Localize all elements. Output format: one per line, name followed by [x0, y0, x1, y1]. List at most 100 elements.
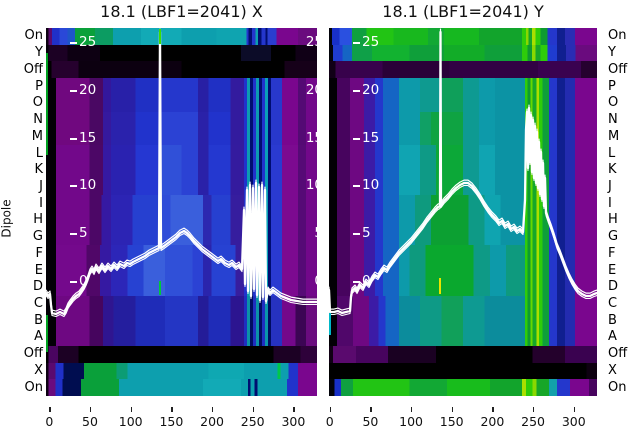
- ytick-label-inner: 20: [362, 81, 380, 98]
- row-label: Off: [23, 61, 43, 77]
- row-label: D: [608, 279, 619, 295]
- xtick-mark: [49, 407, 51, 412]
- heatmap-row: [46, 329, 317, 347]
- xtick-label: 150: [159, 414, 184, 429]
- heatmap-row: [329, 312, 597, 330]
- row-label: Off: [23, 346, 43, 362]
- ytick-label-inner: 20: [79, 81, 97, 98]
- row-label: G: [32, 229, 43, 245]
- edge-green-segment: [46, 315, 48, 352]
- row-label: N: [608, 112, 618, 127]
- ytick-label-right: 25: [305, 34, 317, 50]
- ytick-dash: [353, 233, 360, 236]
- row-label: G: [608, 229, 619, 245]
- green-dash-mark: [159, 29, 161, 44]
- ytick-label-right: 5: [314, 225, 317, 242]
- row-label: X: [608, 362, 617, 378]
- row-label: X: [34, 362, 43, 378]
- xtick-label: 0: [45, 414, 54, 429]
- row-label: B: [34, 312, 43, 328]
- ytick-label-right: 15: [305, 129, 317, 146]
- row-label: O: [608, 95, 619, 111]
- heatmap-row: [46, 61, 317, 79]
- xtick-mark: [329, 407, 331, 412]
- ytick-dash: [353, 137, 360, 140]
- row-label: I: [608, 195, 612, 211]
- xtick-label: 150: [439, 414, 464, 429]
- heatmap-row: [46, 312, 317, 330]
- ytick-label-inner: 0: [79, 273, 88, 289]
- row-label: On: [24, 28, 43, 44]
- row-label: C: [608, 296, 618, 311]
- xtick-mark: [573, 407, 576, 412]
- row-label: F: [35, 245, 43, 261]
- yellow-dash-mark: [438, 278, 441, 294]
- ytick-dash: [353, 89, 360, 92]
- ytick-dash: [70, 137, 77, 140]
- row-label: J: [608, 178, 612, 194]
- row-label: P: [35, 78, 43, 94]
- xtick-mark: [171, 407, 173, 412]
- edge-green-segment: [46, 53, 48, 155]
- row-label: O: [32, 95, 43, 111]
- row-label: J: [39, 178, 43, 194]
- row-label: C: [33, 296, 43, 311]
- row-label: H: [608, 212, 618, 228]
- xtick-label: 250: [240, 414, 265, 429]
- ytick-label-inner: 15: [362, 129, 380, 146]
- xtick-label: 50: [82, 414, 98, 429]
- row-label: On: [608, 379, 627, 395]
- row-label: E: [608, 262, 617, 278]
- heatmap-row: [46, 295, 317, 314]
- heatmap-row: [329, 111, 597, 130]
- row-label: L: [35, 145, 43, 161]
- heatmap-row: [329, 295, 597, 314]
- heatmap-row: [46, 195, 317, 213]
- row-label: On: [608, 28, 627, 44]
- xtick-label: 300: [281, 414, 306, 429]
- row-label: F: [608, 245, 616, 261]
- row-label: H: [33, 212, 43, 228]
- row-label: I: [39, 195, 43, 211]
- row-label: B: [608, 312, 617, 328]
- ytick-dash: [70, 89, 77, 92]
- ytick-dash: [70, 185, 77, 188]
- row-label: K: [34, 162, 43, 178]
- heatmap-panel-y: 25 20 15 10 5 0: [329, 28, 597, 396]
- heatmap-row: [329, 362, 597, 380]
- heatmap-row: [329, 245, 597, 263]
- left-panel-title: 18.1 (LBF1=2041) X: [100, 2, 263, 21]
- row-label: Off: [608, 61, 628, 77]
- xtick-mark: [492, 407, 494, 412]
- ytick-label-inner: 5: [79, 225, 88, 242]
- row-label: K: [608, 162, 617, 178]
- ytick-label-inner: 10: [362, 177, 380, 194]
- row-label: Off: [608, 346, 628, 362]
- heatmap-row: [46, 111, 317, 130]
- row-label: N: [33, 112, 43, 127]
- ytick-label-inner: 10: [79, 177, 97, 194]
- xtick-label: 200: [200, 414, 225, 429]
- xtick-label: 0: [325, 414, 334, 429]
- row-label: M: [608, 128, 620, 144]
- heatmap-panel-x: 25 25 20 20 15 15 10 10 5 5 0 0: [46, 28, 317, 396]
- xtick-label: 200: [480, 414, 505, 429]
- xtick-mark: [90, 407, 92, 412]
- row-label: On: [24, 379, 43, 395]
- heatmap-row: [329, 345, 597, 364]
- green-dash-mark: [158, 281, 161, 295]
- row-labels-right: On Y Off P O N M L K J I H G F E D C B A Off X On: [608, 0, 640, 440]
- xtick-mark: [212, 407, 214, 412]
- xtick-label: 100: [118, 414, 143, 429]
- ytick-label-inner: 0: [362, 273, 371, 289]
- ytick-label-inner: 15: [79, 129, 97, 146]
- row-label: E: [34, 262, 43, 278]
- ytick-dash: [70, 42, 77, 44]
- ytick-label-right: 20: [305, 81, 317, 98]
- ytick-label-right: 10: [305, 177, 317, 194]
- xtick-label: 100: [399, 414, 424, 429]
- row-label: Y: [35, 45, 43, 61]
- heatmap-row: [329, 145, 597, 163]
- row-label: L: [608, 145, 616, 161]
